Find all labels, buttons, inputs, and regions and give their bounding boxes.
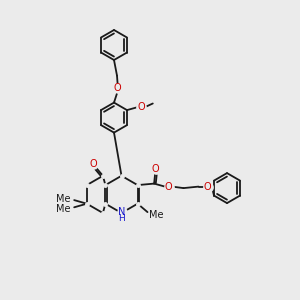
Text: O: O — [114, 82, 122, 93]
Text: Me: Me — [56, 203, 70, 214]
Text: O: O — [204, 182, 211, 192]
Text: Me: Me — [56, 194, 70, 204]
Text: Me: Me — [149, 210, 163, 220]
Text: O: O — [89, 159, 97, 170]
Text: O: O — [152, 164, 159, 174]
Text: O: O — [138, 102, 145, 112]
Text: H: H — [118, 214, 125, 223]
Text: N: N — [118, 207, 125, 217]
Text: O: O — [165, 182, 172, 192]
